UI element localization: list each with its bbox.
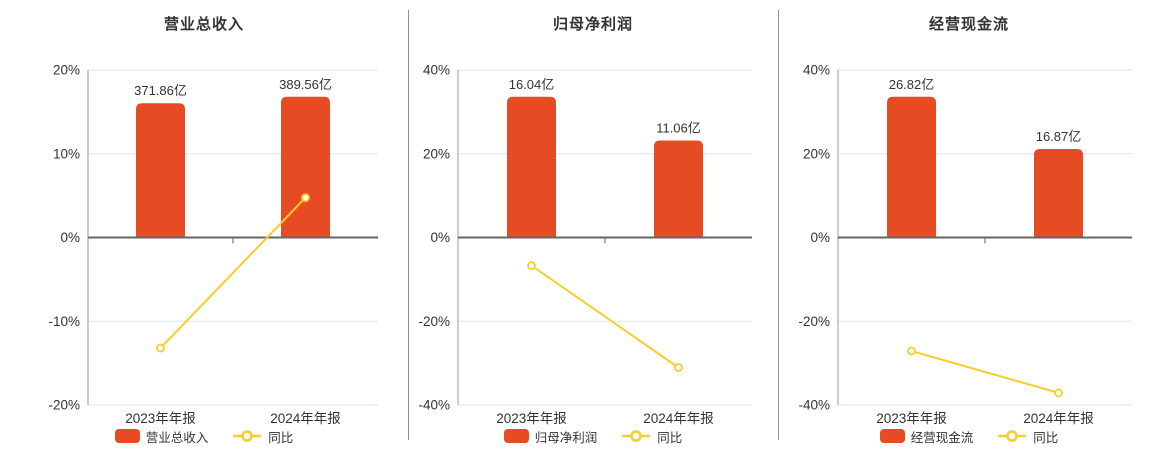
y-tick-label: -40% — [418, 398, 450, 413]
bar-2024年年报 — [1034, 148, 1083, 238]
bar-legend-label: 营业总收入 — [145, 430, 209, 445]
y-tick-label: -20% — [418, 314, 450, 329]
y-tick-label: 40% — [803, 63, 830, 78]
line-swatch-icon — [998, 430, 1027, 442]
chart-canvas-cash-flow: 40% 20% 0% -20% -40% 26.82亿 16.87亿 2023年年报 2024年… — [798, 63, 1132, 426]
bar-value-label: 389.56亿 — [279, 77, 332, 92]
line-legend-label: 同比 — [268, 430, 294, 445]
yoy-marker — [301, 193, 310, 203]
y-tick-label: 0% — [430, 230, 450, 245]
bar-2023年年报 — [136, 103, 185, 238]
y-tick-label: 0% — [810, 230, 830, 245]
y-tick-label: 40% — [423, 63, 450, 78]
legend-item-bar[interactable]: 经营现金流 — [879, 427, 974, 446]
chart-panel-cash-flow: 经营现金流 40% 20% 0% -20% -40% 26.82亿 16.87亿 2023年年… — [778, 0, 1160, 450]
x-category-label: 2023年年报 — [876, 411, 947, 426]
y-tick-label: 10% — [53, 146, 80, 161]
yoy-marker — [674, 363, 683, 372]
legend-cash-flow: 经营现金流 同比 — [778, 427, 1160, 446]
yoy-line — [911, 350, 1059, 394]
line-swatch-icon — [622, 430, 651, 442]
yoy-line — [530, 264, 680, 369]
y-tick-label: -20% — [798, 314, 830, 329]
legend-item-line[interactable]: 同比 — [232, 427, 293, 446]
legend-revenue: 营业总收入 同比 — [0, 427, 408, 446]
bar-2023年年报 — [887, 96, 936, 238]
y-tick-label: 20% — [53, 63, 80, 78]
line-swatch-icon — [233, 430, 262, 442]
legend-item-bar[interactable]: 归母净利润 — [503, 427, 598, 446]
yoy-marker — [907, 346, 916, 356]
x-category-label: 2024年年报 — [270, 411, 341, 426]
x-category-label: 2024年年报 — [643, 411, 714, 426]
legend-item-line[interactable]: 同比 — [621, 427, 682, 446]
legend-item-bar[interactable]: 营业总收入 — [114, 427, 209, 446]
bar-value-label: 371.86亿 — [134, 83, 187, 98]
y-tick-label: -40% — [798, 398, 830, 413]
chart-title-cash-flow: 经营现金流 — [928, 16, 1009, 33]
bar-swatch-icon — [114, 429, 140, 443]
x-category-label: 2023年年报 — [125, 411, 196, 426]
chart-title-net-profit: 归母净利润 — [552, 16, 633, 33]
y-tick-label: 20% — [803, 146, 830, 161]
bar-legend-label: 归母净利润 — [534, 430, 598, 445]
chart-panel-revenue: 营业总收入 20% 10% 0% -10% -20% 371.86亿 389.56亿 2023… — [0, 0, 408, 450]
bar-value-label: 16.04亿 — [509, 77, 555, 92]
y-tick-label: -20% — [48, 398, 80, 413]
line-legend-label: 同比 — [657, 430, 683, 445]
chart-canvas-revenue: 20% 10% 0% -10% -20% 371.86亿 389.56亿 2023年年报 202… — [48, 63, 378, 426]
bar-swatch-icon — [879, 429, 905, 443]
bar-legend-label: 经营现金流 — [910, 430, 974, 445]
legend-item-line[interactable]: 同比 — [997, 427, 1058, 446]
bar-2023年年报 — [507, 96, 556, 238]
x-category-label: 2023年年报 — [496, 411, 567, 426]
x-category-label: 2024年年报 — [1023, 411, 1094, 426]
panel-divider — [778, 10, 779, 440]
bar-2024年年报 — [654, 140, 703, 238]
chart-title-revenue: 营业总收入 — [163, 16, 244, 33]
bar-2024年年报 — [281, 96, 330, 238]
yoy-marker — [156, 343, 165, 353]
bar-value-label: 16.87亿 — [1036, 129, 1082, 144]
y-tick-label: 20% — [423, 146, 450, 161]
line-legend-label: 同比 — [1033, 430, 1059, 445]
y-tick-label: -10% — [48, 314, 80, 329]
bar-value-label: 11.06亿 — [656, 120, 701, 135]
legend-net-profit: 归母净利润 同比 — [408, 427, 778, 446]
yoy-line — [159, 196, 307, 349]
chart-canvas-net-profit: 40% 20% 0% -20% -40% 16.04亿 11.06亿 2023年年报 2024年… — [418, 63, 752, 426]
yoy-marker — [1054, 388, 1063, 398]
bar-value-label: 26.82亿 — [889, 77, 935, 92]
y-tick-label: 0% — [60, 230, 80, 245]
panel-divider — [408, 10, 409, 440]
chart-panel-net-profit: 归母净利润 40% 20% 0% -20% -40% 16.04亿 11.06亿 2023年年… — [408, 0, 778, 450]
bar-swatch-icon — [503, 429, 529, 443]
yoy-marker — [527, 261, 536, 270]
